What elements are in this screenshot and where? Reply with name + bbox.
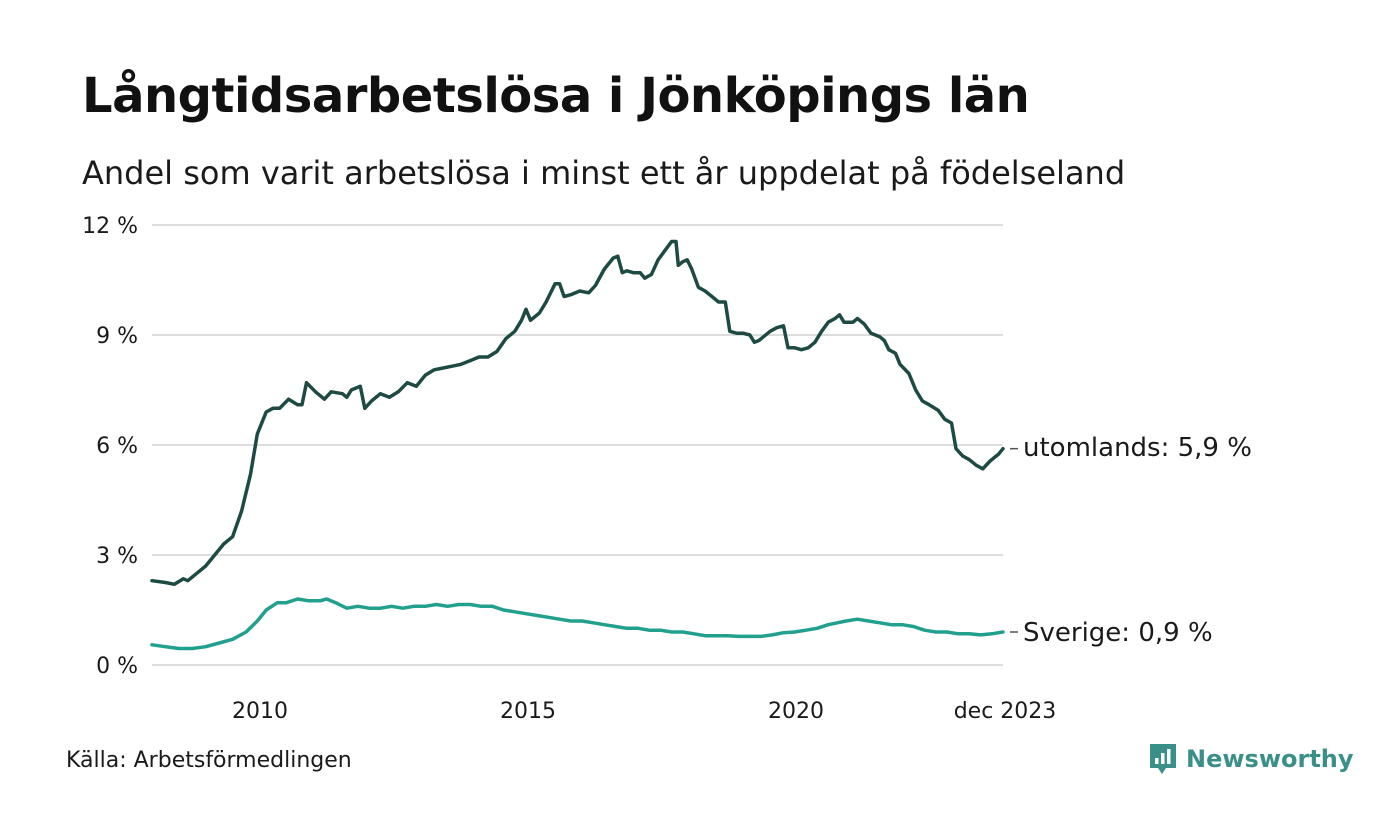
series-label-utomlands: utomlands: 5,9 %: [1023, 433, 1252, 463]
y-axis: 0 % 3 % 6 % 9 % 12 %: [82, 214, 138, 679]
y-tick-label: 3 %: [96, 544, 138, 569]
y-tick-label: 9 %: [96, 324, 138, 349]
series-line-utomlands: [150, 239, 1005, 587]
brand-logo: Newsworthy: [1148, 742, 1354, 776]
y-tick-label: 0 %: [96, 654, 138, 679]
x-axis: 2010 2015 2020 dec 2023: [232, 699, 1056, 724]
y-tick-label: 12 %: [82, 214, 138, 239]
grid-layer: [152, 224, 1003, 666]
chart-title: Långtidsarbetslösa i Jönköpings län: [82, 68, 1030, 124]
x-tick-label: 2020: [768, 699, 824, 724]
source-note: Källa: Arbetsförmedlingen: [66, 748, 352, 773]
x-tick-label: 2015: [500, 699, 556, 724]
series-layer: [150, 239, 1005, 651]
brand-name: Newsworthy: [1186, 745, 1354, 773]
x-tick-label: dec 2023: [954, 699, 1057, 724]
series-labels: utomlands: 5,9 % Sverige: 0,9 %: [1010, 433, 1252, 648]
series-label-sverige: Sverige: 0,9 %: [1023, 618, 1213, 648]
x-tick-label: 2010: [232, 699, 288, 724]
chart-subtitle: Andel som varit arbetslösa i minst ett å…: [82, 154, 1126, 192]
bar-chart-bubble-icon: [1150, 744, 1176, 774]
series-line-sverige: [150, 597, 1005, 651]
y-tick-label: 6 %: [96, 434, 138, 459]
